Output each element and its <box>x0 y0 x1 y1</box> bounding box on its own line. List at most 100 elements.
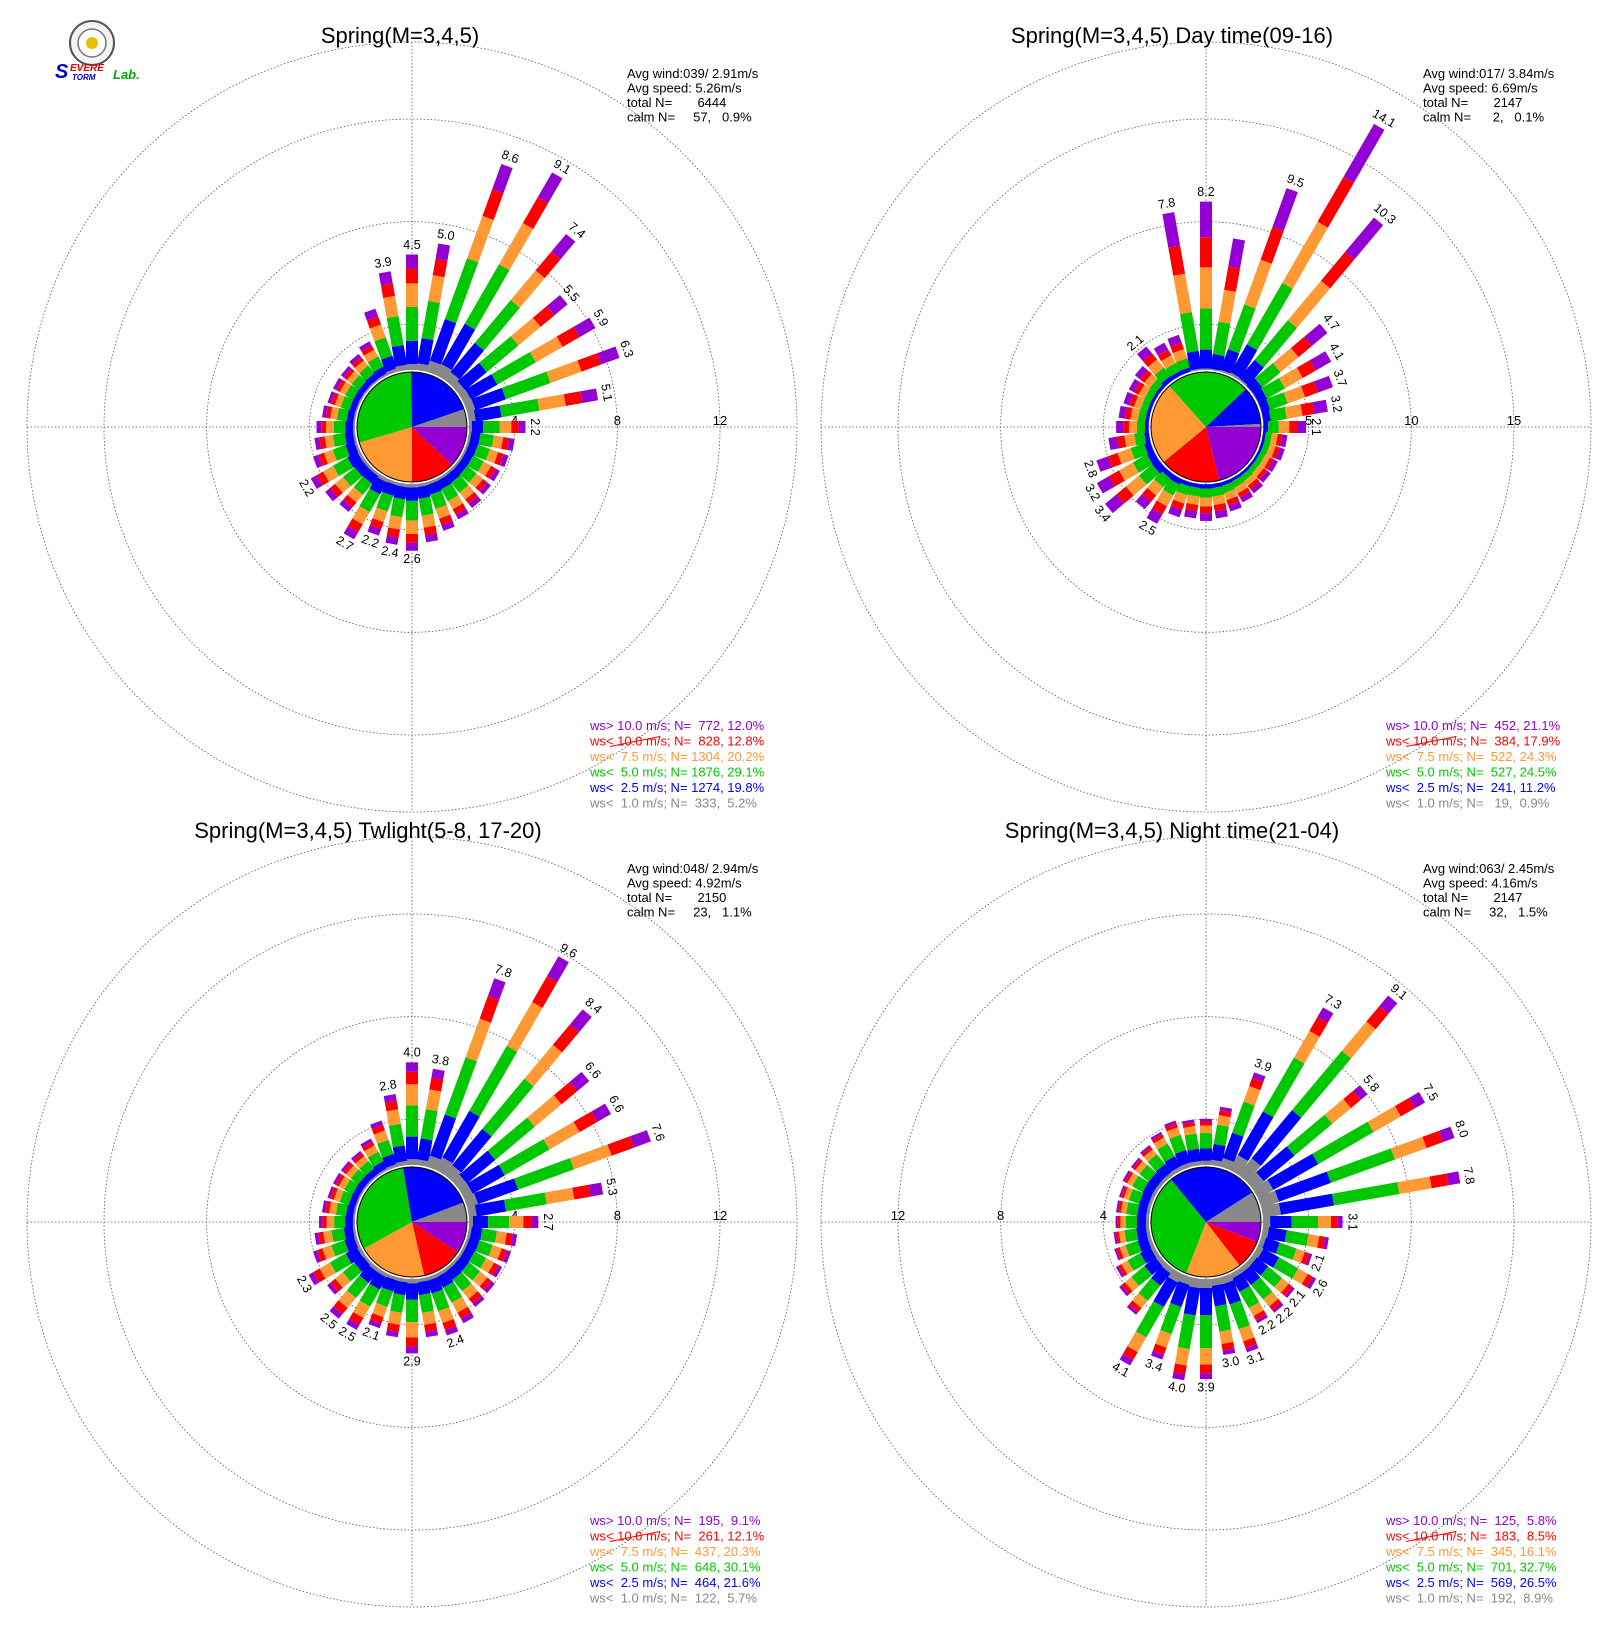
bar-180-segment-4 <box>1200 1288 1212 1315</box>
bar-30-segment-5 <box>435 1157 453 1176</box>
bar-10-segment-2 <box>425 1089 442 1112</box>
bar-30-segment-5 <box>1229 1154 1249 1176</box>
bar-30-segment-4 <box>441 323 476 371</box>
bar-60: 6.6 <box>458 1093 627 1199</box>
bar-290 <box>327 1186 361 1209</box>
bar-300-segment-1 <box>1124 1171 1134 1184</box>
bar-310-segment-5 <box>363 384 373 395</box>
bar-320-segment-1 <box>352 1153 365 1164</box>
bar-150-segment-5 <box>435 1268 448 1278</box>
bar-0: 4.0 <box>403 1046 421 1165</box>
bar-310-segment-5 <box>363 1179 373 1190</box>
bar-210-segment-2 <box>353 1300 371 1319</box>
bar-220-segment-3 <box>353 476 373 495</box>
logo-emblem-center <box>86 37 98 49</box>
bar-80-segment-0 <box>588 1182 604 1197</box>
bar-120-segment-3 <box>467 455 484 472</box>
bar-40-segment-5 <box>444 1164 462 1183</box>
bar-20-segment-2 <box>1244 259 1272 309</box>
bar-220-segment-3 <box>346 1275 369 1299</box>
bar-110-segment-0 <box>499 453 509 468</box>
bar-240-segment-5 <box>356 1245 366 1258</box>
bar-120-segment-1 <box>1301 1273 1313 1288</box>
bar-80: 5.1 <box>467 383 615 424</box>
bar-80-segment-5 <box>1261 411 1264 424</box>
bar-130-segment-4 <box>1245 459 1256 470</box>
bar-100-segment-0 <box>507 438 515 451</box>
bar-190-segment-0 <box>385 1329 399 1338</box>
bar-290-segment-0 <box>327 391 336 404</box>
bar-330-segment-1 <box>1151 1134 1165 1144</box>
bar-20: 8.6 <box>425 147 521 376</box>
bar-160-segment-2 <box>438 1307 454 1324</box>
bar-60-segment-2 <box>1279 367 1303 389</box>
bar-210-segment-1 <box>1152 500 1168 515</box>
bar-70-segment-3 <box>501 371 551 400</box>
bar-label-90: 3.1 <box>1345 1213 1359 1230</box>
bar-20-segment-2 <box>467 215 494 263</box>
bar-260-segment-4 <box>344 431 355 445</box>
bar-350-segment-5 <box>395 364 409 372</box>
bar-350 <box>1182 1119 1203 1167</box>
bar-250-segment-5 <box>1149 440 1155 453</box>
bar-120 <box>1252 450 1278 472</box>
bar-170-segment-2 <box>421 1310 436 1325</box>
bar-40-segment-5 <box>1238 1158 1261 1183</box>
bar-160-segment-0 <box>1245 1343 1259 1353</box>
bar-0-segment-0 <box>406 1062 418 1072</box>
bar-190-segment-0 <box>1172 1372 1186 1381</box>
bar-290-segment-1 <box>1129 394 1139 408</box>
bar-100-segment-4 <box>469 431 481 445</box>
bar-40-segment-2 <box>1287 280 1331 328</box>
bar-30-segment-2 <box>1282 221 1328 289</box>
bar-300-segment-4 <box>1142 1181 1157 1198</box>
bar-310-segment-3 <box>350 1169 366 1185</box>
bar-130-segment-3 <box>459 465 477 483</box>
legend-entry-2: ws< 7.5 m/s; N= 437, 20.3% <box>589 1544 761 1559</box>
bar-10: 3.8 <box>415 1052 450 1167</box>
bar-0: 4.5 <box>403 238 421 370</box>
bar-330-segment-2 <box>364 1145 379 1158</box>
bar-190-segment-4 <box>393 485 408 500</box>
bar-150-segment-2 <box>1234 481 1248 494</box>
bar-50-segment-1 <box>532 306 555 327</box>
bar-290-segment-5 <box>1147 1195 1155 1209</box>
bar-200-segment-1 <box>369 518 384 530</box>
bar-230-segment-0 <box>1119 1285 1130 1297</box>
bar-10-segment-0 <box>1228 238 1245 269</box>
bar-130 <box>451 1254 495 1293</box>
bar-170-segment-3 <box>418 1293 434 1313</box>
bar-70-segment-4 <box>471 387 506 411</box>
bar-60: 7.5 <box>1252 1081 1441 1199</box>
bar-60-segment-5 <box>1252 392 1260 404</box>
bar-50-segment-3 <box>1286 1114 1333 1156</box>
bar-350: 2.8 <box>378 1077 409 1167</box>
bar-160: 3.1 <box>1219 1273 1266 1368</box>
bar-340-segment-4 <box>1174 1149 1191 1167</box>
bar-100 <box>1261 430 1288 448</box>
bar-120-segment-2 <box>480 1257 495 1273</box>
bar-120-segment-0 <box>489 468 500 482</box>
bar-180 <box>1200 484 1212 521</box>
bar-320-segment-1 <box>1141 1146 1153 1157</box>
bar-90: 2.2 <box>469 418 542 436</box>
bar-0-segment-3 <box>406 1105 418 1137</box>
bar-320-segment-1 <box>351 357 364 369</box>
bar-30-segment-2 <box>506 1001 543 1052</box>
bar-310-segment-4 <box>1155 383 1166 395</box>
bar-80-segment-4 <box>473 405 502 422</box>
bar-100-segment-2 <box>1269 432 1278 446</box>
bar-120-segment-0 <box>1267 459 1278 472</box>
bar-150-segment-2 <box>451 1296 468 1313</box>
bar-190: 2.4 <box>380 482 409 560</box>
bar-290-segment-5 <box>354 1196 361 1209</box>
bar-100-segment-2 <box>1306 1234 1320 1248</box>
bar-260-segment-2 <box>1118 1230 1127 1244</box>
bar-220-segment-1 <box>1141 487 1157 502</box>
bar-70-segment-0 <box>1313 375 1334 393</box>
bar-100-segment-5 <box>1261 430 1264 443</box>
bar-130-segment-0 <box>1284 1286 1295 1298</box>
bar-10-segment-3 <box>1212 321 1231 356</box>
bar-120-segment-3 <box>1273 1257 1299 1279</box>
bar-200-segment-0 <box>368 1319 382 1329</box>
